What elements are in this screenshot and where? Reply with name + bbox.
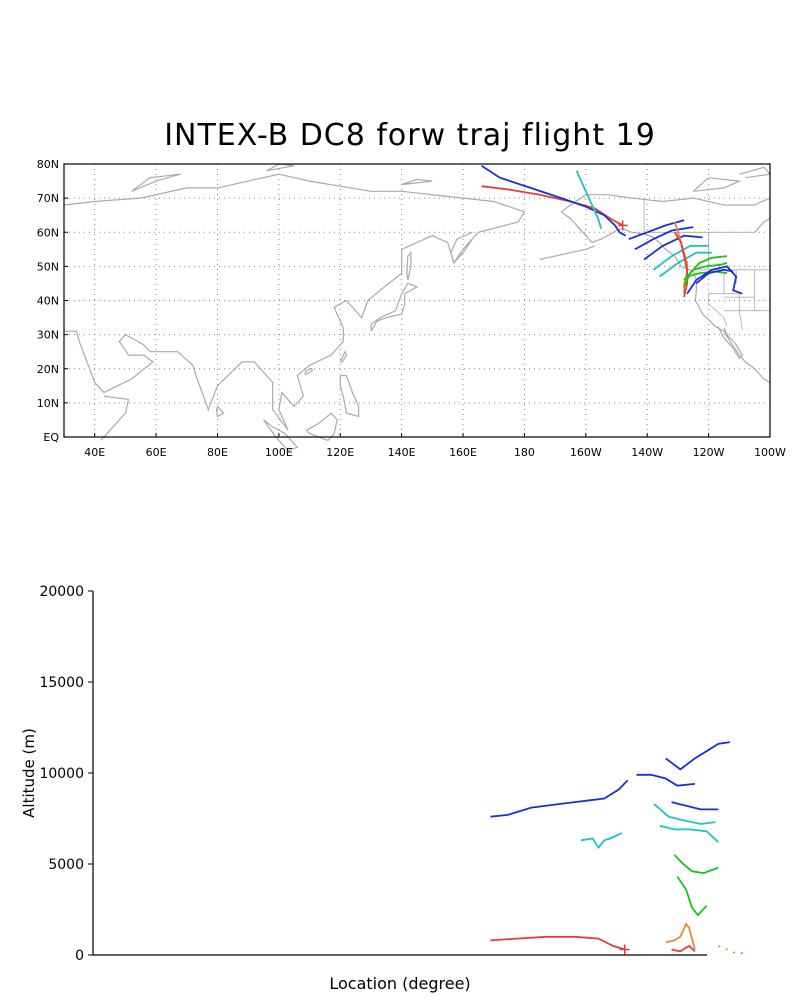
political-boundary	[738, 293, 743, 331]
profile-trajectory-line	[676, 876, 708, 917]
y-tick-label: 0	[75, 948, 84, 964]
trajectory-line	[481, 185, 624, 227]
profile-trajectory-line	[636, 773, 695, 787]
lon-label: 140E	[388, 446, 416, 459]
coastline	[304, 367, 314, 376]
latitude-labels: 80N 70N 60N 50N 40N 30N 20N 10N EQ	[37, 158, 68, 444]
trajectory-line	[575, 170, 603, 230]
y-tick-label: 20000	[39, 584, 84, 600]
longitude-labels: 40E 60E 80E 100E 120E 140E 160E 180 160W 140W 120W…	[84, 433, 786, 459]
map-title: INTEX-B DC8 forw traj flight 19	[164, 118, 656, 153]
profile-start-marker	[619, 944, 630, 955]
lat-label: EQ	[43, 431, 59, 444]
profile-trajectory-line	[653, 803, 716, 825]
coastline	[131, 173, 181, 192]
coastline	[339, 375, 360, 418]
trajectory-line	[674, 231, 688, 298]
coastline	[370, 282, 419, 332]
lon-label: 160W	[570, 446, 602, 459]
x-axis-label: Location (degree)	[329, 974, 470, 993]
lat-label: 80N	[37, 158, 59, 171]
lon-label: 120W	[693, 446, 725, 459]
profile-trajectory-line	[665, 922, 696, 950]
lat-label: 40N	[37, 295, 59, 308]
profile-trajectory-line	[671, 801, 719, 811]
profile-lines	[490, 741, 748, 955]
lon-label: 140W	[631, 446, 663, 459]
profile-trajectory-line	[490, 935, 626, 951]
coastline	[401, 178, 433, 186]
profile-trajectory-line	[490, 779, 629, 818]
lon-label: 100E	[265, 446, 293, 459]
coastline	[692, 177, 742, 192]
trajectory-line	[683, 262, 728, 281]
lon-label: 80E	[207, 446, 228, 459]
y-tick-label: 10000	[39, 766, 84, 782]
lon-label: 160E	[449, 446, 477, 459]
coastline	[754, 218, 771, 233]
coastline	[339, 350, 348, 363]
profile-y-ticks: 0 5000 10000 15000 20000	[39, 584, 93, 964]
lon-label: 120E	[326, 446, 354, 459]
trajectory-line	[643, 234, 703, 261]
trajectory-line	[652, 245, 709, 271]
y-tick-label: 15000	[39, 675, 84, 691]
lat-label: 70N	[37, 192, 59, 205]
lon-label: 100W	[754, 446, 786, 459]
start-marker	[617, 220, 628, 231]
profile-trajectory-line	[717, 945, 748, 955]
trajectory-line	[686, 265, 743, 295]
coastline	[539, 245, 596, 261]
profile-axes	[92, 591, 707, 956]
lat-label: 10N	[37, 397, 59, 410]
lon-label: 40E	[84, 446, 105, 459]
trajectory-line	[658, 251, 712, 278]
coastline	[266, 163, 295, 172]
altitude-profile: 0 5000 10000 15000 20000 Altitude (m) Locati…	[20, 584, 748, 993]
lon-label: 60E	[146, 446, 167, 459]
coastline	[450, 231, 473, 265]
political-boundary	[708, 293, 728, 327]
coastline	[63, 173, 526, 431]
coastline	[305, 412, 338, 442]
coastline	[560, 194, 771, 213]
profile-trajectory-line	[671, 944, 696, 953]
trajectory-line	[673, 221, 688, 294]
lat-label: 50N	[37, 260, 59, 273]
profile-trajectory-line	[659, 824, 719, 843]
coastline	[406, 251, 412, 281]
trajectory-lines	[481, 164, 743, 298]
profile-trajectory-line	[580, 832, 623, 850]
coastline	[560, 211, 771, 383]
trajectory-line	[695, 268, 734, 285]
y-tick-label: 5000	[48, 857, 84, 873]
lat-label: 30N	[37, 329, 59, 342]
trajectory-line	[634, 226, 694, 251]
trajectory-map: 80N 70N 60N 50N 40N 30N 20N 10N EQ 40E 60E 80E 100E…	[37, 158, 786, 459]
coastline	[100, 395, 130, 441]
lat-label: 20N	[37, 363, 59, 376]
lat-label: 60N	[37, 226, 59, 239]
trajectory-line	[683, 255, 728, 288]
y-axis-label: Altitude (m)	[20, 728, 38, 818]
coastline	[215, 405, 225, 418]
map-gridlines	[64, 164, 771, 437]
profile-trajectory-line	[673, 854, 719, 875]
profile-trajectory-line	[665, 741, 731, 771]
trajectory-line	[481, 164, 627, 237]
coastline	[717, 325, 744, 360]
coastline	[739, 166, 772, 179]
coastline-outlines	[63, 163, 772, 452]
lon-label: 180	[514, 446, 535, 459]
